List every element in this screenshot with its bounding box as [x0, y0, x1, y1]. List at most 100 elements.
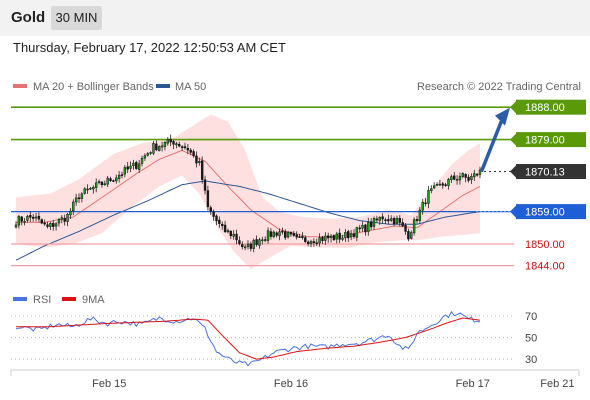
candle	[301, 232, 304, 240]
candle	[180, 145, 184, 151]
candle-body	[149, 152, 152, 154]
candle	[175, 141, 178, 149]
candle	[243, 244, 247, 251]
candle-body	[49, 223, 52, 227]
candle	[160, 141, 164, 152]
candle	[467, 174, 470, 183]
candle-body	[135, 162, 138, 169]
candle-body	[77, 197, 81, 200]
candle-body	[137, 163, 141, 170]
candle	[49, 221, 52, 230]
candle-body	[387, 219, 390, 222]
ma50-legend-swatch	[156, 84, 170, 88]
candle	[103, 180, 106, 186]
candle	[470, 173, 473, 184]
candle	[200, 156, 204, 184]
candle-body	[209, 207, 212, 212]
level-pointer-0	[510, 101, 516, 114]
candle-body	[347, 231, 350, 239]
candle-body	[341, 237, 344, 240]
candle-body	[432, 185, 436, 189]
candle	[324, 232, 327, 245]
candle	[278, 228, 281, 241]
candle-body	[324, 235, 327, 241]
candle	[444, 182, 447, 187]
candle	[364, 223, 367, 236]
candle	[292, 231, 296, 237]
candle-body	[404, 225, 407, 232]
candle-body	[418, 209, 422, 222]
candle	[63, 214, 66, 226]
level-box-2	[516, 164, 586, 180]
candle	[152, 141, 155, 155]
candle	[435, 182, 439, 187]
level-box-3	[516, 204, 586, 220]
candle	[358, 224, 361, 233]
candle	[361, 221, 364, 232]
candle	[387, 214, 390, 225]
candle	[241, 241, 244, 250]
candle	[132, 159, 135, 170]
candle	[221, 221, 224, 230]
rsi-tick-label-1: 50	[525, 333, 537, 345]
candle	[261, 236, 264, 245]
candle-body	[312, 241, 316, 243]
candle-body	[106, 177, 109, 185]
candle	[329, 234, 333, 243]
candle-body	[390, 218, 393, 221]
candle-body	[447, 179, 450, 186]
candle	[427, 186, 430, 209]
candle	[29, 211, 32, 222]
candle-body	[453, 175, 456, 180]
timeframe-badge[interactable]: 30 MIN	[51, 6, 102, 30]
candle-body	[17, 216, 21, 226]
candle-body	[424, 202, 427, 205]
candle-body	[278, 231, 281, 237]
candle	[54, 221, 58, 231]
candle	[86, 184, 89, 194]
candle-body	[212, 211, 215, 217]
candle-body	[63, 217, 66, 222]
candle-body	[115, 177, 118, 182]
level-pointer-2	[510, 165, 516, 178]
candle	[137, 159, 141, 173]
candle-body	[43, 222, 46, 225]
candle-body	[318, 237, 321, 244]
candle-body	[441, 183, 444, 186]
candle-body	[140, 158, 144, 164]
level-label-3: 1859.00	[525, 207, 565, 219]
level-label-0: 1888.00	[525, 102, 565, 114]
candle	[60, 215, 64, 224]
candle	[318, 233, 321, 247]
candle-body	[407, 231, 410, 240]
candle	[398, 215, 401, 227]
candle	[183, 142, 187, 150]
candle-body	[306, 241, 310, 244]
candle-body	[364, 224, 367, 233]
candle	[31, 214, 35, 222]
candle-body	[478, 169, 482, 175]
candle-body	[398, 217, 401, 223]
candle	[327, 232, 330, 243]
candle	[424, 198, 427, 207]
candle	[252, 238, 255, 253]
rsi-tick-label-0: 70	[525, 311, 537, 323]
candle-body	[475, 173, 479, 176]
candle	[192, 149, 195, 158]
candle	[286, 230, 290, 239]
candle-body	[54, 223, 58, 227]
candle	[289, 231, 293, 237]
candle	[478, 166, 482, 179]
candle	[306, 240, 310, 247]
candle-body	[223, 224, 227, 233]
candle-body	[309, 241, 313, 245]
candle-body	[215, 215, 218, 222]
candle	[352, 229, 356, 239]
x-tick-label-0: Feb 15	[92, 378, 126, 390]
candle-body	[372, 218, 376, 227]
candle	[421, 198, 424, 215]
candle-body	[344, 232, 347, 239]
candle-body	[321, 236, 324, 241]
candle-body	[192, 151, 195, 156]
